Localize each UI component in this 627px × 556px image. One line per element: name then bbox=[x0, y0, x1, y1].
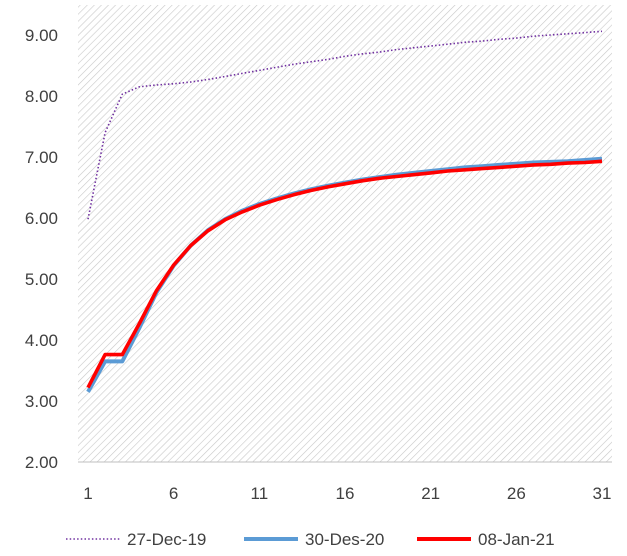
legend-label: 30-Des-20 bbox=[305, 530, 384, 549]
x-tick-label: 21 bbox=[421, 484, 440, 503]
series-group bbox=[86, 30, 603, 393]
x-tick-label: 26 bbox=[507, 484, 526, 503]
y-tick-label: 9.00 bbox=[25, 26, 58, 45]
x-tick-label: 16 bbox=[336, 484, 355, 503]
legend-label: 08-Jan-21 bbox=[478, 530, 555, 549]
y-tick-label: 4.00 bbox=[25, 331, 58, 350]
y-tick-label: 2.00 bbox=[25, 453, 58, 472]
y-tick-label: 5.00 bbox=[25, 270, 58, 289]
series-line-27-dec-19 bbox=[87, 30, 603, 220]
legend-label: 27-Dec-19 bbox=[127, 530, 206, 549]
y-tick-label: 7.00 bbox=[25, 148, 58, 167]
x-tick-label: 11 bbox=[251, 484, 269, 503]
y-tick-label: 3.00 bbox=[25, 392, 58, 411]
y-tick-label: 6.00 bbox=[25, 209, 58, 228]
x-tick-label: 31 bbox=[593, 484, 612, 503]
x-axis: 1 6 11 16 21 26 31 bbox=[83, 484, 611, 503]
y-axis: 2.00 3.00 4.00 5.00 6.00 7.00 8.00 9.00 bbox=[25, 26, 58, 472]
x-tick-label: 6 bbox=[169, 484, 178, 503]
plot-area-background bbox=[78, 5, 612, 462]
legend: 27-Dec-19 30-Des-20 08-Jan-21 bbox=[66, 530, 555, 549]
x-tick-label: 1 bbox=[83, 484, 92, 503]
y-tick-label: 8.00 bbox=[25, 87, 58, 106]
series-line-08-jan-21 bbox=[86, 159, 603, 389]
